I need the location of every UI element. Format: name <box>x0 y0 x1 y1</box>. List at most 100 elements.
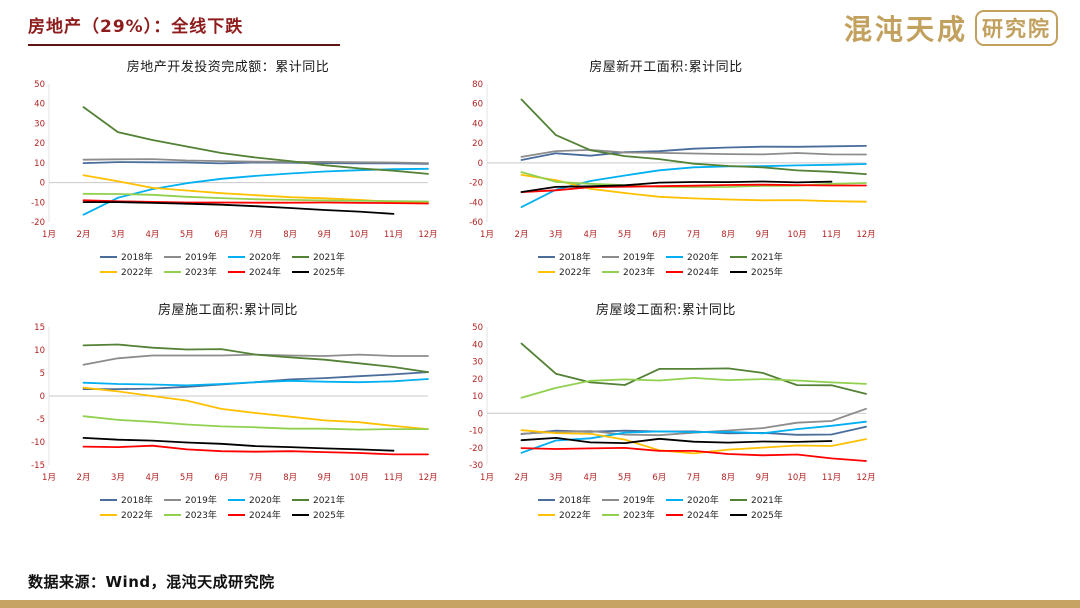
series-line-2018年 <box>82 371 429 390</box>
x-tick-label: 12月 <box>856 230 875 240</box>
y-tick-label: 10 <box>34 159 45 169</box>
legend-label: 2025年 <box>313 268 345 278</box>
y-tick-label: 50 <box>472 323 483 333</box>
x-tick-label: 4月 <box>145 473 159 483</box>
x-tick-label: 1月 <box>480 473 494 483</box>
x-tick-label: 6月 <box>652 473 666 483</box>
legend-item-2019年: 2019年 <box>602 249 666 264</box>
legend-swatch-line <box>164 270 181 273</box>
y-tick-label: -5 <box>37 415 45 425</box>
legend-label: 2021年 <box>751 253 783 263</box>
series-line-2025年 <box>82 437 395 452</box>
legend-label: 2021年 <box>313 253 345 263</box>
series-line-2024年 <box>82 199 429 205</box>
x-tick-label: 7月 <box>249 473 263 483</box>
x-tick-label: 6月 <box>214 473 228 483</box>
legend-swatch-line <box>602 270 619 273</box>
legend-item-2025年: 2025年 <box>292 507 356 522</box>
x-tick-label: 6月 <box>652 230 666 240</box>
x-tick-label: 10月 <box>787 473 806 483</box>
x-tick-label: 11月 <box>822 230 841 240</box>
x-tick-label: 3月 <box>549 473 563 483</box>
x-tick-label: 7月 <box>249 230 263 240</box>
series-line-2021年 <box>82 106 429 175</box>
x-tick-label: 10月 <box>349 230 368 240</box>
legend-swatch-line <box>164 498 181 501</box>
legend-label: 2018年 <box>121 253 153 263</box>
legend-swatch-line <box>602 255 619 258</box>
y-tick-label: 15 <box>34 323 45 333</box>
chart-legend-investment: 2018年 2019年 2020年 2021年 2022年 2023年 2024年 2025年 <box>92 249 364 279</box>
y-tick-label: 40 <box>472 340 483 350</box>
legend-label: 2019年 <box>623 496 655 506</box>
x-tick-label: 7月 <box>687 230 701 240</box>
x-tick-label: 11月 <box>384 473 403 483</box>
chart-under-construction-area: 房屋施工面积:累计同比 15 10 5 0 -5 -10 -15 1月 2月 3月 4月 5月 6月 7月… <box>16 299 440 522</box>
series-line-2019年 <box>82 158 429 164</box>
legend-swatch-line <box>538 270 555 273</box>
legend-label: 2021年 <box>313 496 345 506</box>
y-tick-label: -40 <box>469 198 483 208</box>
x-tick-label: 4月 <box>583 473 597 483</box>
x-tick-label: 8月 <box>283 473 297 483</box>
x-tick-label: 4月 <box>145 230 159 240</box>
legend-item-2020年: 2020年 <box>666 249 730 264</box>
y-tick-label: 10 <box>34 346 45 356</box>
y-tick-label: -60 <box>469 218 483 228</box>
legend-swatch-line <box>538 498 555 501</box>
legend-label: 2023年 <box>185 268 217 278</box>
legend-swatch-line <box>164 255 181 258</box>
legend-swatch-line <box>730 513 747 516</box>
legend-item-2020年: 2020年 <box>666 492 730 507</box>
legend-item-2020年: 2020年 <box>228 249 292 264</box>
legend-item-2018年: 2018年 <box>100 492 164 507</box>
x-tick-label: 6月 <box>214 230 228 240</box>
y-tick-label: -20 <box>31 218 45 228</box>
legend-swatch-line <box>666 513 683 516</box>
legend-swatch-line <box>228 498 245 501</box>
legend-item-2022年: 2022年 <box>100 264 164 279</box>
x-tick-label: 2月 <box>77 473 91 483</box>
legend-label: 2022年 <box>559 268 591 278</box>
legend-swatch-line <box>730 498 747 501</box>
legend-label: 2025年 <box>751 268 783 278</box>
y-tick-label: -20 <box>469 179 483 189</box>
legend-label: 2023年 <box>623 268 655 278</box>
legend-swatch-line <box>100 270 117 273</box>
legend-label: 2025年 <box>313 511 345 521</box>
legend-item-2022年: 2022年 <box>538 264 602 279</box>
legend-swatch-line <box>538 255 555 258</box>
x-tick-label: 9月 <box>756 473 770 483</box>
legend-label: 2023年 <box>185 511 217 521</box>
legend-swatch-line <box>100 513 117 516</box>
legend-swatch-line <box>292 498 309 501</box>
legend-item-2018年: 2018年 <box>538 249 602 264</box>
legend-label: 2023年 <box>623 511 655 521</box>
brand-logo-text: 混沌天成 <box>843 13 968 46</box>
y-tick-label: 20 <box>34 139 45 149</box>
x-tick-label: 1月 <box>42 473 56 483</box>
chart-legend-new-starts: 2018年 2019年 2020年 2021年 2022年 2023年 2024年 2025年 <box>530 249 802 279</box>
legend-item-2021年: 2021年 <box>730 492 794 507</box>
legend-item-2022年: 2022年 <box>538 507 602 522</box>
legend-swatch-line <box>100 498 117 501</box>
x-tick-label: 7月 <box>687 473 701 483</box>
x-tick-label: 12月 <box>418 473 437 483</box>
legend-swatch-line <box>228 255 245 258</box>
y-tick-label: 50 <box>34 80 45 90</box>
y-tick-label: 0 <box>478 409 483 419</box>
legend-swatch-line <box>666 255 683 258</box>
y-tick-label: 60 <box>472 100 483 110</box>
legend-swatch-line <box>666 270 683 273</box>
x-tick-label: 9月 <box>318 230 332 240</box>
legend-item-2021年: 2021年 <box>292 492 356 507</box>
page-title: 房地产（29%）：全线下跌 <box>28 12 340 46</box>
legend-label: 2022年 <box>121 268 153 278</box>
legend-label: 2024年 <box>249 268 281 278</box>
legend-swatch-line <box>100 255 117 258</box>
legend-item-2019年: 2019年 <box>164 492 228 507</box>
y-tick-label: 20 <box>472 139 483 149</box>
y-tick-label: 80 <box>472 80 483 90</box>
x-tick-label: 5月 <box>180 473 194 483</box>
x-tick-label: 4月 <box>583 230 597 240</box>
